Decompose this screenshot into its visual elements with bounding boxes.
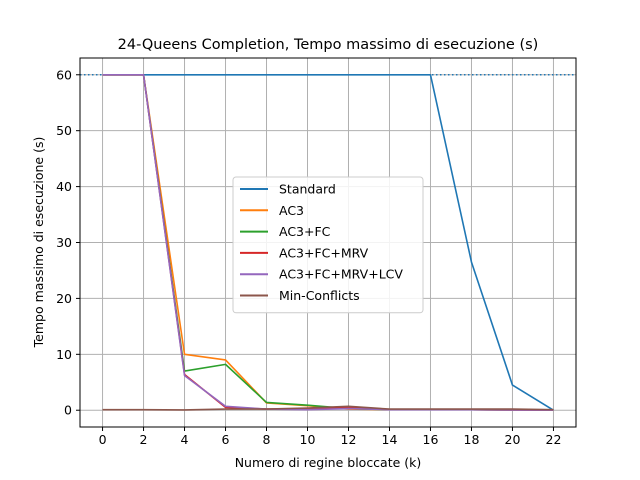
x-tick-label: 18 [464, 432, 480, 447]
x-tick-label: 20 [505, 432, 521, 447]
x-tick-label: 12 [341, 432, 357, 447]
y-tick-label: 10 [56, 347, 72, 362]
legend: Standard AC3 AC3+FC AC3+FC+MRV AC3+FC+MRV+LC… [232, 176, 424, 314]
y-tick-label: 40 [56, 179, 72, 194]
x-tick-label: 10 [300, 432, 316, 447]
series-lines [102, 73, 554, 412]
legend-label: Standard [279, 182, 336, 197]
x-axis-label: Numero di regine bloccate (k) [235, 455, 422, 470]
series-line-min-conflicts [102, 405, 554, 411]
x-tick-label: 8 [263, 432, 271, 447]
y-tick-label: 60 [56, 67, 72, 82]
x-tick-label: 2 [140, 432, 148, 447]
y-tick-label: 20 [56, 291, 72, 306]
x-axis-ticks: 0 2 4 6 8 10 12 14 16 18 20 22 [99, 427, 562, 447]
y-tick-label: 0 [64, 403, 72, 418]
x-tick-label: 4 [181, 432, 189, 447]
legend-label: Min-Conflicts [279, 288, 360, 303]
y-axis-label: Tempo massimo di esecuzione (s) [31, 137, 46, 349]
legend-label: AC3+FC [279, 224, 331, 239]
x-tick-label: 14 [382, 432, 398, 447]
y-axis-ticks: 0 10 20 30 40 50 60 [56, 67, 80, 418]
legend-box [232, 176, 424, 314]
legend-label: AC3 [279, 203, 304, 218]
y-tick-label: 50 [56, 123, 72, 138]
x-tick-label: 6 [222, 432, 230, 447]
series-line-standard [102, 73, 554, 411]
x-tick-label: 16 [423, 432, 439, 447]
legend-label: AC3+FC+MRV [279, 245, 369, 260]
x-tick-label: 22 [546, 432, 562, 447]
x-tick-label: 0 [99, 432, 107, 447]
y-tick-label: 30 [56, 235, 72, 250]
legend-label: AC3+FC+MRV+LCV [279, 267, 403, 282]
chart-title: 24-Queens Completion, Tempo massimo di e… [118, 37, 539, 53]
